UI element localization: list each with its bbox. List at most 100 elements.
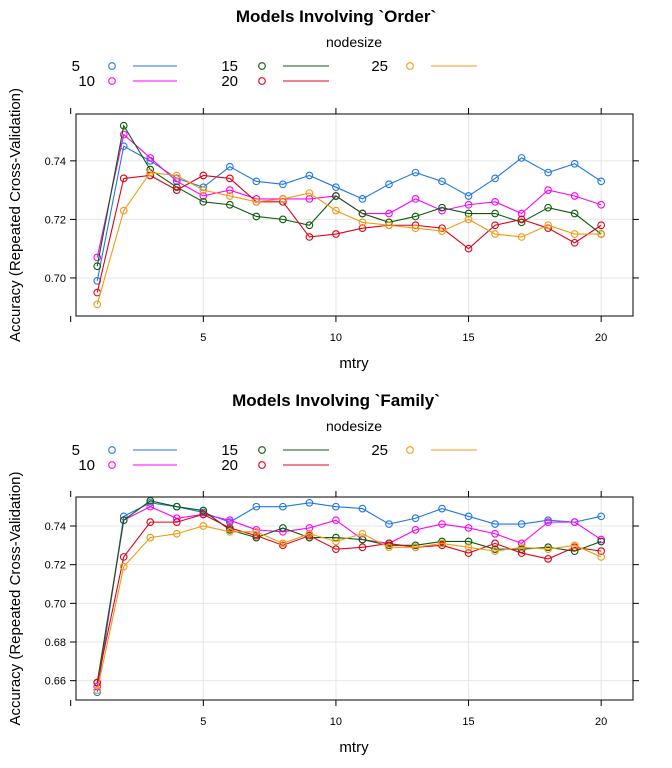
data-point [597,200,606,209]
data-point [385,180,393,189]
data-point [172,529,181,538]
data-point [570,209,579,218]
series-line-5 [96,145,602,281]
data-point [464,537,473,546]
data-point [491,539,499,548]
data-point [172,502,181,511]
data-point [119,130,128,139]
data-point [146,533,155,542]
data-point [358,218,367,227]
data-point [305,529,314,538]
data-point [305,498,314,507]
legend-item-15: 15 [221,58,329,75]
legend-item-20: 20 [221,457,329,474]
legend-item-25: 25 [371,58,477,75]
data-point [358,504,367,513]
data-point [438,539,446,548]
data-point [491,230,499,238]
x-tick-label: 20 [595,332,607,344]
series-15 [93,121,606,271]
chart-title: Models Involving `Order` [236,7,436,26]
gridlines [76,497,633,700]
data-point [491,547,499,555]
series-line-5 [96,502,602,693]
data-point [411,224,420,233]
data-point [544,518,552,526]
data-point [570,192,579,200]
legend-label: 5 [72,58,80,75]
x-tick-label: 5 [200,716,206,728]
legend-marker [258,446,266,454]
data-point [199,197,208,206]
gridlines [76,114,633,316]
x-tick-label: 5 [200,332,206,344]
data-point [411,514,420,523]
data-point [305,171,314,180]
data-point [305,189,314,197]
legend-label: 5 [72,442,80,459]
data-point [146,518,155,526]
data-point [358,529,367,538]
data-point [332,545,340,554]
data-point [199,192,208,200]
data-point [517,209,526,218]
data-point [464,192,473,200]
data-point [332,206,340,215]
data-point [252,212,261,221]
series-line-15 [96,124,602,267]
data-point [438,227,446,235]
y-tick-label: 0.70 [45,598,66,610]
data-point [491,174,499,183]
data-point [225,162,234,171]
data-point [119,121,128,130]
legend-marker [108,446,116,454]
data-point [305,524,314,532]
data-point [544,203,552,212]
data-point [358,535,367,544]
data-point [119,142,128,151]
legend-marker [406,62,414,70]
data-point [252,527,261,536]
data-point [279,180,287,189]
data-point [199,186,208,194]
data-point [332,516,340,525]
x-axis-label: mtry [339,739,369,756]
series-line-25 [96,171,602,305]
y-axis-label: Accuracy (Repeated Cross-Validation) [7,88,24,342]
legend-marker [108,461,116,469]
data-point [119,516,128,525]
legend-marker [258,62,266,70]
data-point [570,518,579,526]
data-point [279,502,287,511]
data-point [172,518,181,526]
series-5 [93,142,606,285]
data-point [544,555,552,563]
data-point [199,522,208,530]
legend-marker [258,461,266,469]
data-point [597,230,606,238]
data-point [597,221,606,230]
data-point [119,206,128,215]
legend-item-20: 20 [221,73,329,90]
chart-order: Models Involving `Order`nodesize51015202… [7,7,639,372]
data-point [491,529,499,538]
y-axis-label: Accuracy (Repeated Cross-Validation) [7,471,24,725]
x-tick-label: 15 [462,332,474,344]
data-point [438,203,446,212]
y-tick-label: 0.74 [45,156,66,168]
axis-ticks [70,108,639,322]
data-point [517,539,526,548]
data-point [252,502,261,511]
data-point [544,545,552,554]
data-point [172,171,181,180]
legend-label: 20 [221,457,238,474]
data-point [358,195,367,203]
series-line-20 [96,513,602,683]
data-point [93,277,102,285]
data-point [279,195,287,203]
legend-item-25: 25 [371,442,477,459]
data-point [279,539,287,548]
data-point [464,209,473,218]
data-point [570,541,579,550]
